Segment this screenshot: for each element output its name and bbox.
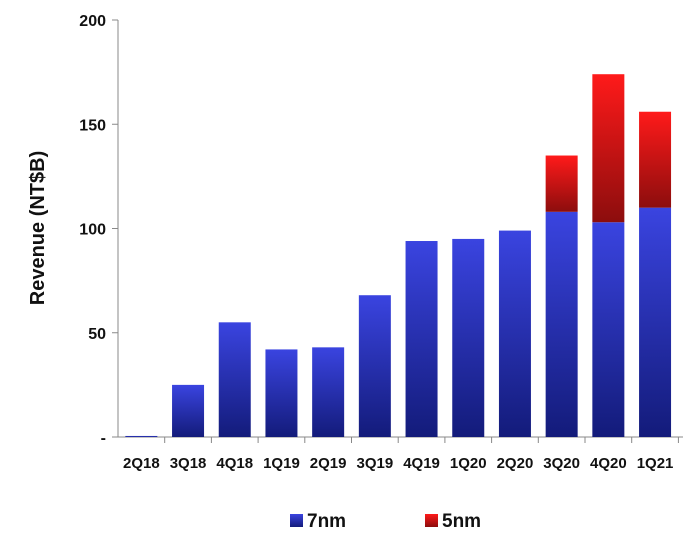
bar-7nm-2Q20 xyxy=(498,230,531,437)
x-tick-label: 2Q18 xyxy=(123,455,160,472)
x-tick-label: 1Q21 xyxy=(637,455,674,472)
x-tick-label: 1Q19 xyxy=(263,455,300,472)
bar-7nm-4Q18 xyxy=(218,322,251,437)
bar-5nm-1Q21 xyxy=(639,111,672,208)
bar-5nm-3Q20 xyxy=(545,155,578,212)
bar-7nm-2Q19 xyxy=(312,347,345,437)
y-tick-label: 150 xyxy=(79,117,106,134)
x-tick-label: 3Q20 xyxy=(543,455,580,472)
x-tick-label: 3Q19 xyxy=(356,455,393,472)
bar-7nm-4Q19 xyxy=(405,241,438,437)
legend: 7nm 5nm xyxy=(290,511,481,532)
x-tick-label: 1Q20 xyxy=(450,455,487,472)
legend-label-5nm: 5nm xyxy=(442,511,481,532)
bar-5nm-4Q20 xyxy=(592,74,625,223)
x-tick-label: 4Q20 xyxy=(590,455,627,472)
y-tick-label: 100 xyxy=(79,222,106,239)
x-tick-label: 2Q19 xyxy=(310,455,347,472)
x-tick-label: 4Q19 xyxy=(403,455,440,472)
x-tick-label: 3Q18 xyxy=(170,455,207,472)
legend-label-7nm: 7nm xyxy=(307,511,346,532)
plot-area: - 50 100 150 200 2Q18 3Q18 4Q18 1Q19 2Q19 3Q19 4Q19… xyxy=(79,13,683,472)
x-tick-label: 2Q20 xyxy=(497,455,534,472)
x-tick-label: 4Q18 xyxy=(216,455,253,472)
bar-7nm-3Q20 xyxy=(545,211,578,437)
y-tick-label: 200 xyxy=(79,13,106,30)
bar-7nm-3Q19 xyxy=(358,295,391,437)
bar-7nm-1Q20 xyxy=(452,238,485,437)
bar-7nm-1Q19 xyxy=(265,349,298,437)
legend-swatch-5nm xyxy=(425,514,438,527)
bar-7nm-4Q20 xyxy=(592,222,625,437)
bar-7nm-3Q18 xyxy=(172,384,205,437)
bar-7nm-2Q18 xyxy=(125,435,158,437)
y-tick-label: - xyxy=(101,430,106,447)
y-tick-label: 50 xyxy=(88,326,106,343)
legend-swatch-7nm xyxy=(290,514,303,527)
y-axis-title: Revenue (NT$B) xyxy=(27,151,49,305)
bar-7nm-1Q21 xyxy=(639,207,672,437)
